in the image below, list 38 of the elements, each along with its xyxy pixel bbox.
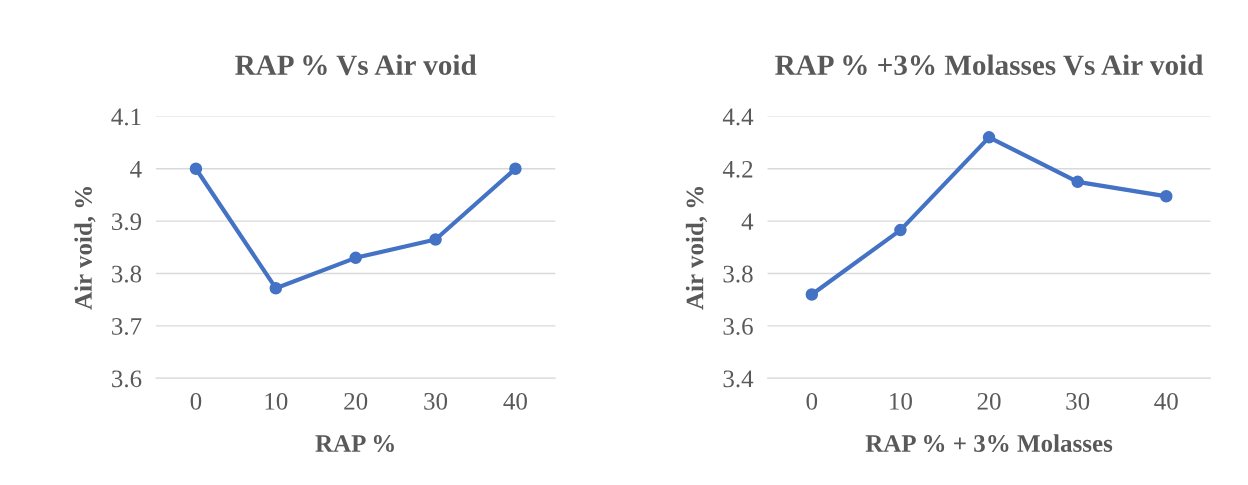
y-tick-label: 3.8 (112, 265, 142, 283)
point (1160, 190, 1173, 203)
x-tick-label: 10 (890, 392, 912, 410)
x-tick-label: 20 (344, 392, 368, 410)
y-axis-title: Air void, % (685, 187, 708, 310)
point (805, 288, 819, 301)
x-tick-label: 0 (190, 392, 202, 410)
y-tick-label: 4.1 (111, 108, 141, 126)
y-tick-label: 4 (130, 161, 142, 178)
point (509, 162, 522, 176)
point (349, 251, 362, 265)
chart-title: RAP % +3% Molasses Vs Air void (775, 54, 1204, 76)
x-tick-label: 40 (503, 392, 527, 410)
y-axis-title: Air void, % (74, 187, 96, 310)
y-tick-label: 4 (741, 213, 754, 230)
y-tick-label: 4.2 (722, 160, 753, 178)
chart-title: RAP % Vs Air void (235, 54, 477, 76)
y-tick-label: 3.8 (723, 265, 753, 283)
x-tick-label: 30 (1066, 392, 1090, 410)
x-tick-label: 30 (424, 392, 448, 410)
point (429, 233, 442, 246)
x-axis-title: RAP % + 3% Molasses (865, 434, 1113, 452)
y-tick-label: 3.9 (112, 213, 142, 231)
y-tick-label: 3.6 (723, 318, 753, 335)
point (894, 223, 907, 237)
point (1071, 175, 1084, 189)
y-tick-label: 3.6 (112, 370, 142, 388)
x-tick-label: 10 (265, 392, 288, 410)
point (269, 281, 283, 295)
point (982, 131, 996, 144)
x-tick-label: 40 (1154, 392, 1178, 410)
y-tick-label: 3.7 (112, 318, 142, 335)
x-tick-label: 0 (806, 392, 818, 410)
y-tick-label: 4.4 (722, 108, 754, 126)
x-tick-label: 20 (977, 392, 1001, 410)
y-tick-label: 3.4 (723, 370, 754, 388)
point (189, 162, 203, 176)
x-axis-title: RAP % (315, 435, 394, 452)
